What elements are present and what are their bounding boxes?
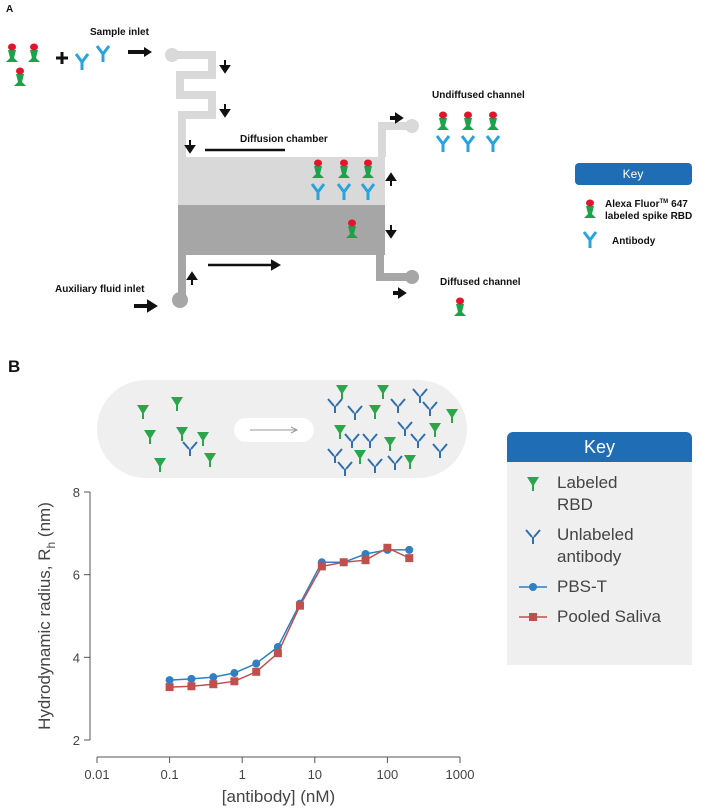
panel-label: B [8, 357, 20, 376]
data-point [209, 673, 218, 682]
reactants [6, 43, 152, 86]
data-point [317, 562, 326, 571]
key-rbd-label: Alexa FluorTM 647 [605, 199, 688, 210]
key-antibody-label: Antibody [612, 236, 656, 247]
diffusion-chamber-label: Diffusion chamber [240, 134, 328, 145]
data-point [230, 669, 239, 678]
legend-item: Unlabeled antibody [517, 524, 692, 568]
auxiliary-inlet-label: Auxiliary fluid inlet [55, 284, 145, 295]
data-point [165, 676, 174, 685]
legend-item: Labeled RBD [517, 472, 692, 516]
legend-item: PBS-T [517, 576, 692, 598]
panel-label: A [6, 4, 13, 15]
legend: Key Labeled RBD Unlabeled antibody PBS-T… [507, 432, 692, 665]
key-rbd-line2: labeled spike RBD [605, 211, 692, 222]
legend-label: Unlabeled antibody [557, 525, 634, 566]
series-line [169, 549, 410, 681]
data-point [252, 659, 261, 668]
x-tick-label: 10 [308, 767, 322, 782]
data-point [405, 545, 414, 554]
x-tick-label: 1 [239, 767, 246, 782]
y-axis-label-part: R [35, 548, 54, 560]
legend-title: Key [507, 432, 692, 462]
data-point [187, 682, 196, 691]
data-point [187, 674, 196, 683]
y-tick-label: 8 [73, 485, 80, 500]
y-axis-label-part: Hydrodynamic radius, [35, 561, 54, 730]
y-axis-label-part: h [44, 542, 58, 549]
chart: 2 4 6 8 0.01 0.1 1 10 100 1000 [antibody] (nM) Hydr… [35, 485, 474, 806]
data-point [383, 543, 392, 552]
arrows [134, 60, 407, 313]
x-tick-label: 0.01 [84, 767, 109, 782]
legend-item: Pooled Saliva [517, 606, 692, 628]
x-tick-label: 0.1 [161, 767, 179, 782]
data-point [295, 601, 304, 610]
x-tick-label: 1000 [446, 767, 475, 782]
legend-marker [529, 583, 537, 591]
y-tick-label: 4 [73, 650, 80, 665]
data-point [339, 558, 348, 567]
key-header [575, 163, 692, 185]
series-line [169, 546, 410, 688]
data-point [361, 550, 370, 558]
y-tick-label: 2 [73, 733, 80, 748]
data-point [273, 649, 282, 658]
legend-label: Pooled Saliva [557, 607, 661, 626]
legend-label: Labeled RBD [557, 473, 618, 514]
data-point [361, 556, 370, 565]
key-rbd-number: 647 [671, 199, 688, 210]
data-point [165, 683, 174, 692]
key-title: Key [623, 167, 644, 181]
key-rbd-brand: Alexa Fluor [605, 199, 660, 210]
data-point [405, 554, 414, 563]
y-axis-label-part: (nm) [35, 502, 54, 542]
binding-illustration [97, 380, 467, 478]
key-rbd-mark: TM [659, 199, 668, 205]
y-tick-label: 6 [73, 568, 80, 583]
undiffused-channel-label: Undiffused channel [432, 90, 525, 101]
channels [165, 48, 419, 308]
data-point [209, 680, 218, 689]
diffused-channel-label: Diffused channel [440, 277, 521, 288]
y-axis-label: Hydrodynamic radius, Rh (nm) [35, 502, 58, 730]
sample-inlet-label: Sample inlet [90, 27, 150, 38]
legend-marker [529, 613, 537, 621]
legend-label: PBS-T [557, 577, 608, 596]
x-axis-label: [antibody] (nM) [222, 787, 335, 806]
x-tick-label: 100 [377, 767, 399, 782]
data-point [230, 677, 239, 686]
legend-body: Labeled RBD Unlabeled antibody PBS-T Pool… [507, 462, 692, 665]
data-point [252, 667, 261, 676]
